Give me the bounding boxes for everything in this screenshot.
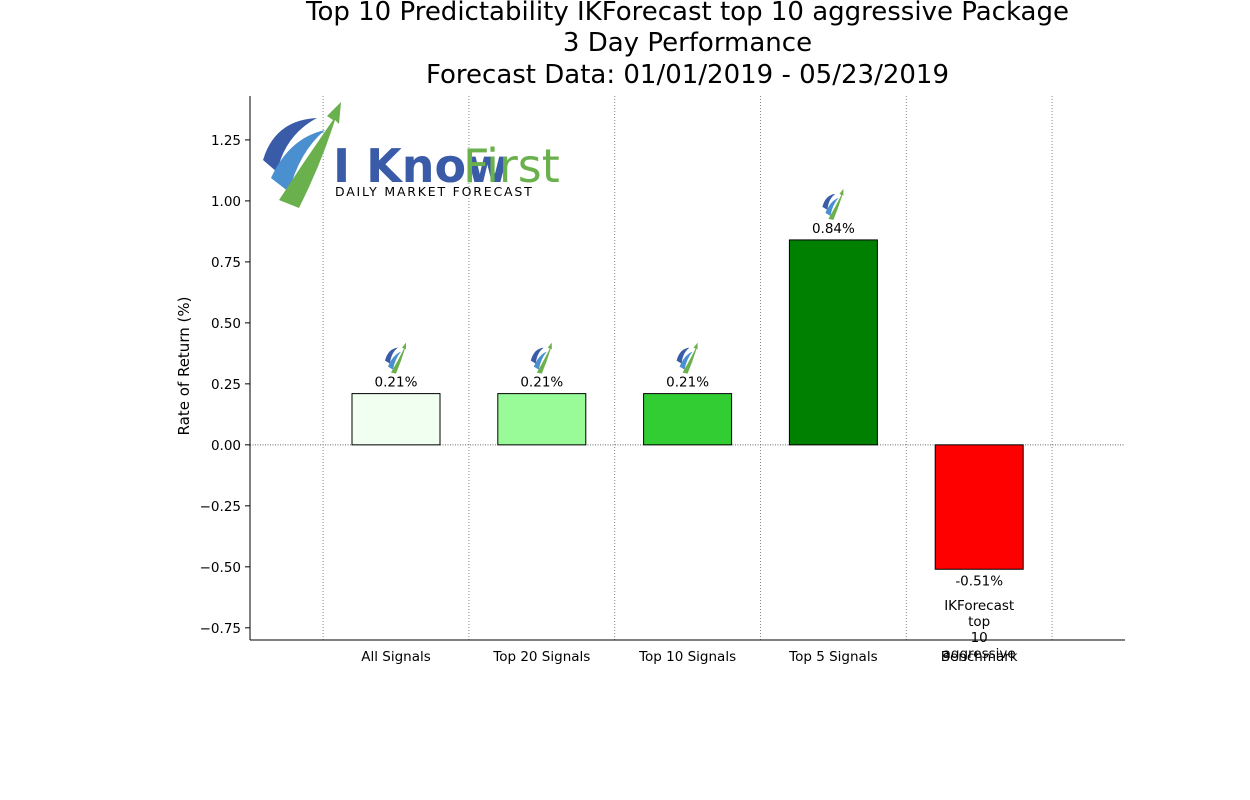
logo-brand-light: First	[463, 139, 560, 193]
data-label: 0.21%	[375, 375, 418, 391]
y-tick-label: 0.00	[211, 438, 241, 454]
data-label: 0.21%	[666, 375, 709, 391]
data-label: 0.84%	[812, 221, 855, 237]
chart-title-line-2: 3 Day Performance	[562, 28, 813, 58]
mini-logo-icon	[676, 342, 698, 374]
benchmark-note-line: 10	[971, 630, 988, 646]
x-tick-label: Top 20 Signals	[492, 649, 590, 665]
mini-logo-icon	[822, 188, 844, 220]
y-tick-label: −0.75	[200, 621, 241, 637]
logo-brand-dark: I Know	[333, 139, 509, 193]
bar-top-10-signals	[643, 393, 733, 446]
benchmark-note-line: IKForecast	[944, 598, 1014, 614]
data-label: -0.51%	[955, 573, 1003, 589]
x-tick-label: Top 10 Signals	[638, 649, 736, 665]
benchmark-note-line: aggressive	[943, 646, 1016, 662]
y-tick-label: −0.50	[200, 560, 241, 576]
x-tick-label: Benchmark	[941, 649, 1018, 665]
bar-benchmark	[934, 444, 1024, 570]
y-tick-label: 0.75	[211, 255, 241, 271]
company-logo: I Know First Daily Market Forecast	[263, 102, 560, 208]
x-tick-label: All Signals	[361, 649, 431, 665]
y-tick-label: 1.25	[211, 133, 241, 149]
mini-logo-icon	[385, 342, 406, 374]
y-tick-label: 0.50	[211, 316, 241, 332]
mini-logo-icon	[530, 342, 552, 374]
logo-swoosh-icon	[263, 102, 341, 208]
y-tick-label: −0.25	[200, 499, 241, 515]
bar-all-signals	[351, 393, 441, 446]
y-axis-label: Rate of Return (%)	[175, 297, 193, 436]
x-tick-label: Top 5 Signals	[788, 649, 877, 665]
chart-title-line-3: Forecast Data: 01/01/2019 - 05/23/2019	[425, 60, 949, 90]
data-label: 0.21%	[520, 375, 563, 391]
chart-title-line-1: Top 10 Predictability IKForecast top 10 …	[305, 0, 1069, 27]
bar-top-20-signals	[497, 393, 587, 446]
logo-tagline: Daily Market Forecast	[335, 184, 534, 199]
benchmark-note-line: top	[968, 614, 990, 630]
y-tick-label: 0.25	[211, 377, 241, 393]
y-tick-label: 1.00	[211, 194, 241, 210]
bar-top-5-signals	[788, 239, 878, 446]
